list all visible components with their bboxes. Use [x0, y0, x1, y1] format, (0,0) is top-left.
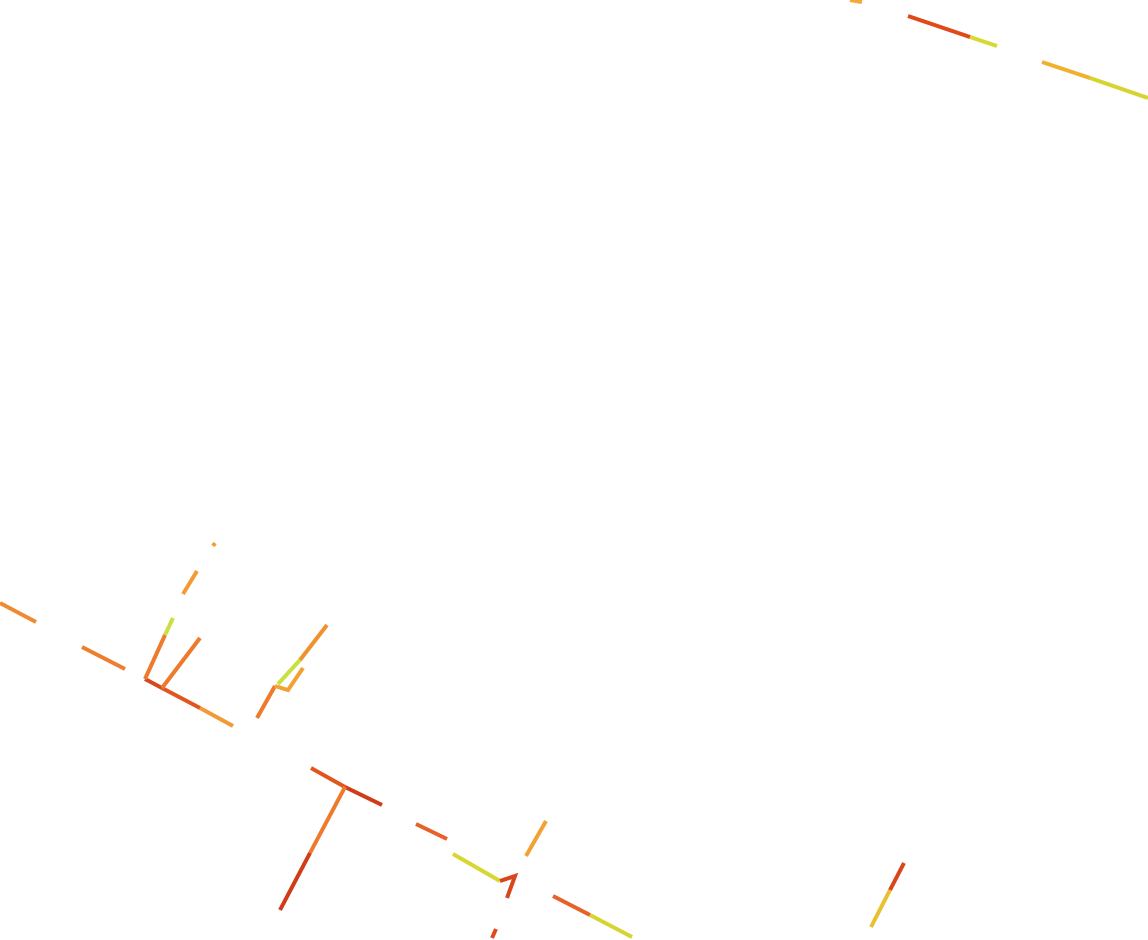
- road: [499, 872, 519, 899]
- road: [969, 35, 998, 48]
- road: [143, 634, 167, 680]
- road: [1089, 76, 1148, 100]
- road: [0, 601, 37, 624]
- road: [144, 677, 163, 690]
- road: [849, 0, 863, 4]
- road: [310, 766, 346, 789]
- road: [278, 852, 312, 911]
- road: [907, 14, 971, 39]
- road: [274, 666, 305, 693]
- road: [888, 862, 906, 891]
- road: [589, 913, 633, 939]
- road: [452, 852, 501, 883]
- road: [211, 541, 217, 548]
- road: [524, 820, 548, 857]
- road: [308, 786, 347, 854]
- road: [869, 889, 892, 928]
- road: [160, 636, 202, 690]
- road: [81, 645, 126, 671]
- road: [1041, 60, 1091, 80]
- road: [181, 569, 199, 596]
- road: [415, 822, 448, 841]
- road: [552, 894, 591, 917]
- road: [276, 658, 302, 686]
- road: [344, 785, 383, 807]
- road: [199, 706, 234, 728]
- road: [298, 623, 329, 662]
- road: [163, 617, 175, 636]
- road: [161, 686, 201, 710]
- road: [490, 928, 498, 939]
- road: [255, 685, 277, 719]
